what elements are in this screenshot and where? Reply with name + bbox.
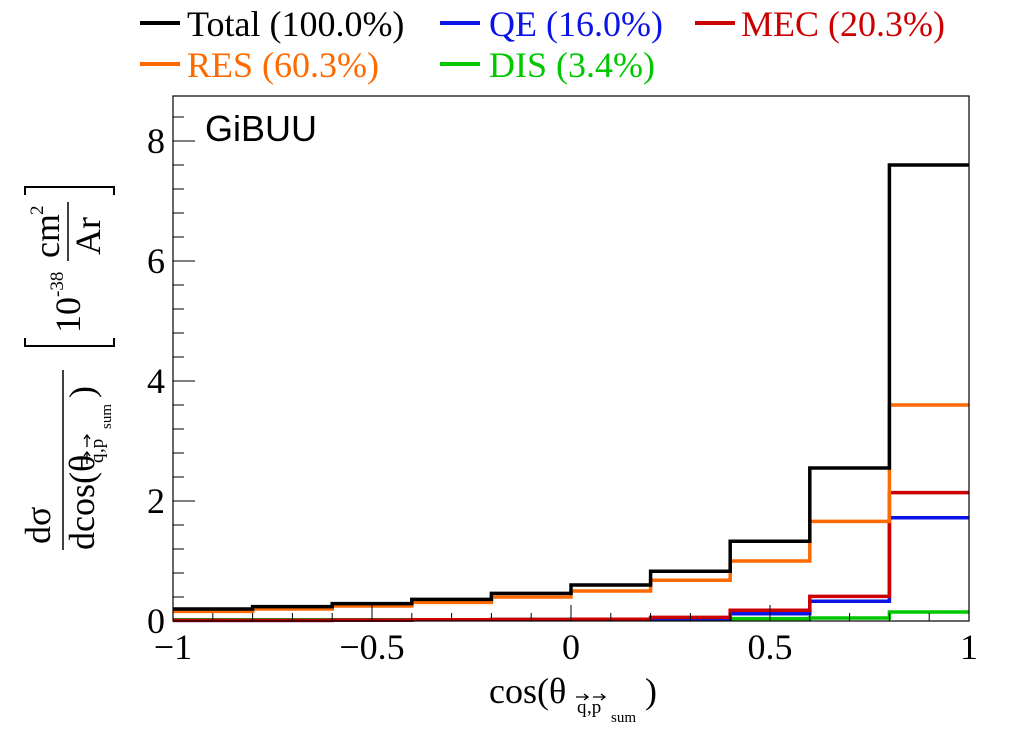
x-tick-label: 1 [960,627,978,667]
x-axis-label-main: cos(θ [489,671,566,711]
y-axis-label-left-bracket [24,338,115,347]
legend-entry-dis: DIS (3.4%) [440,45,655,85]
x-axis-label-q-vector-arrow [576,693,590,701]
legend-entry-res: RES (60.3%) [140,45,379,85]
y-axis-label-den-sub-sum: sum [99,404,115,429]
x-axis-label-sub-sum: sum [611,710,636,726]
y-axis-label-den-sub-comma-p: ,p [87,439,108,453]
plot-frame [172,95,970,622]
y-axis-label-unit-exp: -38 [47,272,68,297]
legend-entry-total: Total (100.0%) [140,4,404,44]
legend-label-total: Total (100.0%) [187,4,404,44]
tick-layer: −1 −0.5 0 0.5 1 0 2 4 6 8 [147,116,978,667]
legend-entry-qe: QE (16.0%) [440,4,663,44]
y-axis-label-unit-num-exp: 2 [27,206,48,216]
series-line-res [173,403,969,614]
x-axis-label-sub-q: q [577,697,587,718]
y-tick-label: 6 [147,241,165,281]
y-axis-label-p-vector-arrow [83,433,91,447]
y-tick-label: 0 [147,601,165,641]
x-axis-label: cos(θ q ,p sum ) [489,671,657,726]
legend-label-qe: QE (16.0%) [489,4,663,44]
y-axis-label-q-vector-arrow [83,450,91,464]
y-tick-label: 8 [147,121,165,161]
y-tick-label: 4 [147,361,165,401]
legend-label-res: RES (60.3%) [187,45,379,85]
y-axis-label-den-sub-q: q [87,453,108,463]
series-line-total [173,163,969,611]
x-tick-label: −0.5 [339,627,404,667]
y-axis-label: dσ dcos(θ q ,p sum ) 10 -38 cm 2 Ar [18,186,115,550]
y-axis-label-den-close: ) [62,386,102,398]
x-axis-label-sub-comma-p: ,p [587,697,601,718]
x-axis-label-p-vector-arrow [593,693,607,701]
y-axis-label-unit-den: Ar [68,217,108,255]
y-axis-label-denominator: dcos(θ [62,455,102,550]
legend-label-dis: DIS (3.4%) [489,45,655,85]
legend-label-mec: MEC (20.3%) [741,4,945,44]
legend-entry-mec: MEC (20.3%) [695,4,945,44]
x-tick-label: −1 [154,627,192,667]
x-axis-label-close: ) [645,671,657,711]
y-tick-label: 2 [147,481,165,521]
y-axis-label-unit-num: cm [27,214,67,258]
y-axis-label-numerator: dσ [18,507,58,544]
x-tick-label: 0.5 [748,627,793,667]
series-layer [173,163,969,623]
chart-annotation: GiBUU [205,108,317,149]
x-tick-label: 0 [562,627,580,667]
y-axis-label-right-bracket [24,186,115,195]
legend: Total (100.0%) QE (16.0%) MEC (20.3%) RE… [140,4,945,85]
y-axis-label-unit-base: 10 [48,297,88,333]
